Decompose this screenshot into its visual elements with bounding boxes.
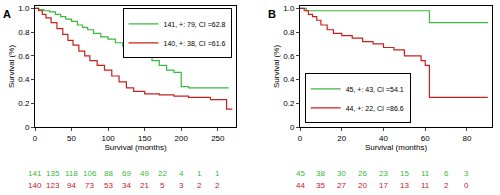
svg-text:3: 3 <box>179 181 184 190</box>
svg-text:50: 50 <box>67 134 76 143</box>
svg-text:73: 73 <box>85 181 94 190</box>
svg-text:1.0: 1.0 <box>18 4 30 13</box>
svg-text:0: 0 <box>33 134 38 143</box>
svg-text:1.0: 1.0 <box>283 4 295 13</box>
svg-text:Survival (%): Survival (%) <box>7 45 16 88</box>
svg-text:0.8: 0.8 <box>283 28 295 37</box>
svg-text:0.4: 0.4 <box>283 75 295 84</box>
svg-text:Survival (months): Survival (months) <box>365 143 428 152</box>
svg-text:30: 30 <box>337 169 346 178</box>
svg-text:0: 0 <box>464 181 469 190</box>
svg-text:0: 0 <box>25 123 30 132</box>
svg-text:35: 35 <box>316 181 325 190</box>
svg-text:20: 20 <box>337 134 346 143</box>
svg-text:141, +: 79, CI =62.8: 141, +: 79, CI =62.8 <box>164 21 226 28</box>
svg-text:250: 250 <box>211 134 225 143</box>
svg-text:44: 44 <box>296 181 305 190</box>
svg-text:27: 27 <box>337 181 346 190</box>
svg-text:11: 11 <box>421 169 430 178</box>
svg-text:88: 88 <box>104 169 113 178</box>
svg-text:2: 2 <box>215 181 220 190</box>
svg-text:123: 123 <box>46 181 60 190</box>
svg-text:34: 34 <box>122 181 131 190</box>
svg-text:0.4: 0.4 <box>18 75 30 84</box>
svg-text:26: 26 <box>358 169 367 178</box>
svg-text:3: 3 <box>464 169 469 178</box>
svg-text:49: 49 <box>140 169 149 178</box>
svg-text:0.6: 0.6 <box>18 52 30 61</box>
svg-text:140: 140 <box>28 181 42 190</box>
svg-text:0.2: 0.2 <box>283 99 295 108</box>
svg-text:38: 38 <box>316 169 325 178</box>
svg-text:44, +: 22, CI =86.6: 44, +: 22, CI =86.6 <box>346 105 404 112</box>
svg-text:6: 6 <box>444 169 449 178</box>
svg-text:2: 2 <box>197 181 202 190</box>
svg-text:140, +: 38, CI =61.6: 140, +: 38, CI =61.6 <box>164 40 226 47</box>
svg-text:5: 5 <box>160 181 165 190</box>
svg-text:23: 23 <box>379 169 388 178</box>
svg-text:22: 22 <box>158 169 167 178</box>
svg-text:0.6: 0.6 <box>283 52 295 61</box>
svg-text:20: 20 <box>358 181 367 190</box>
svg-text:4: 4 <box>179 169 184 178</box>
svg-text:141: 141 <box>28 169 42 178</box>
svg-text:40: 40 <box>379 134 388 143</box>
svg-text:0: 0 <box>298 134 303 143</box>
svg-text:Survival (months): Survival (months) <box>104 143 167 152</box>
svg-text:11: 11 <box>421 181 430 190</box>
svg-text:150: 150 <box>138 134 152 143</box>
svg-text:60: 60 <box>421 134 430 143</box>
svg-text:21: 21 <box>140 181 149 190</box>
svg-text:100: 100 <box>101 134 115 143</box>
svg-text:45: 45 <box>296 169 305 178</box>
svg-text:135: 135 <box>46 169 60 178</box>
svg-text:0: 0 <box>290 123 295 132</box>
svg-text:2: 2 <box>444 181 449 190</box>
svg-text:17: 17 <box>379 181 388 190</box>
svg-text:1: 1 <box>197 169 202 178</box>
svg-text:13: 13 <box>400 181 409 190</box>
svg-text:A: A <box>3 8 11 20</box>
svg-text:200: 200 <box>175 134 189 143</box>
svg-text:0.2: 0.2 <box>18 99 30 108</box>
svg-text:53: 53 <box>104 181 113 190</box>
svg-text:1: 1 <box>215 169 220 178</box>
svg-text:B: B <box>268 8 276 20</box>
svg-text:45, +: 43, CI =54.1: 45, +: 43, CI =54.1 <box>346 86 404 93</box>
svg-text:0.8: 0.8 <box>18 28 30 37</box>
svg-text:94: 94 <box>67 181 76 190</box>
svg-text:80: 80 <box>463 134 472 143</box>
svg-text:118: 118 <box>65 169 78 178</box>
svg-text:69: 69 <box>122 169 131 178</box>
svg-text:106: 106 <box>83 169 97 178</box>
svg-text:15: 15 <box>400 169 409 178</box>
svg-text:Survival (%): Survival (%) <box>272 45 281 88</box>
